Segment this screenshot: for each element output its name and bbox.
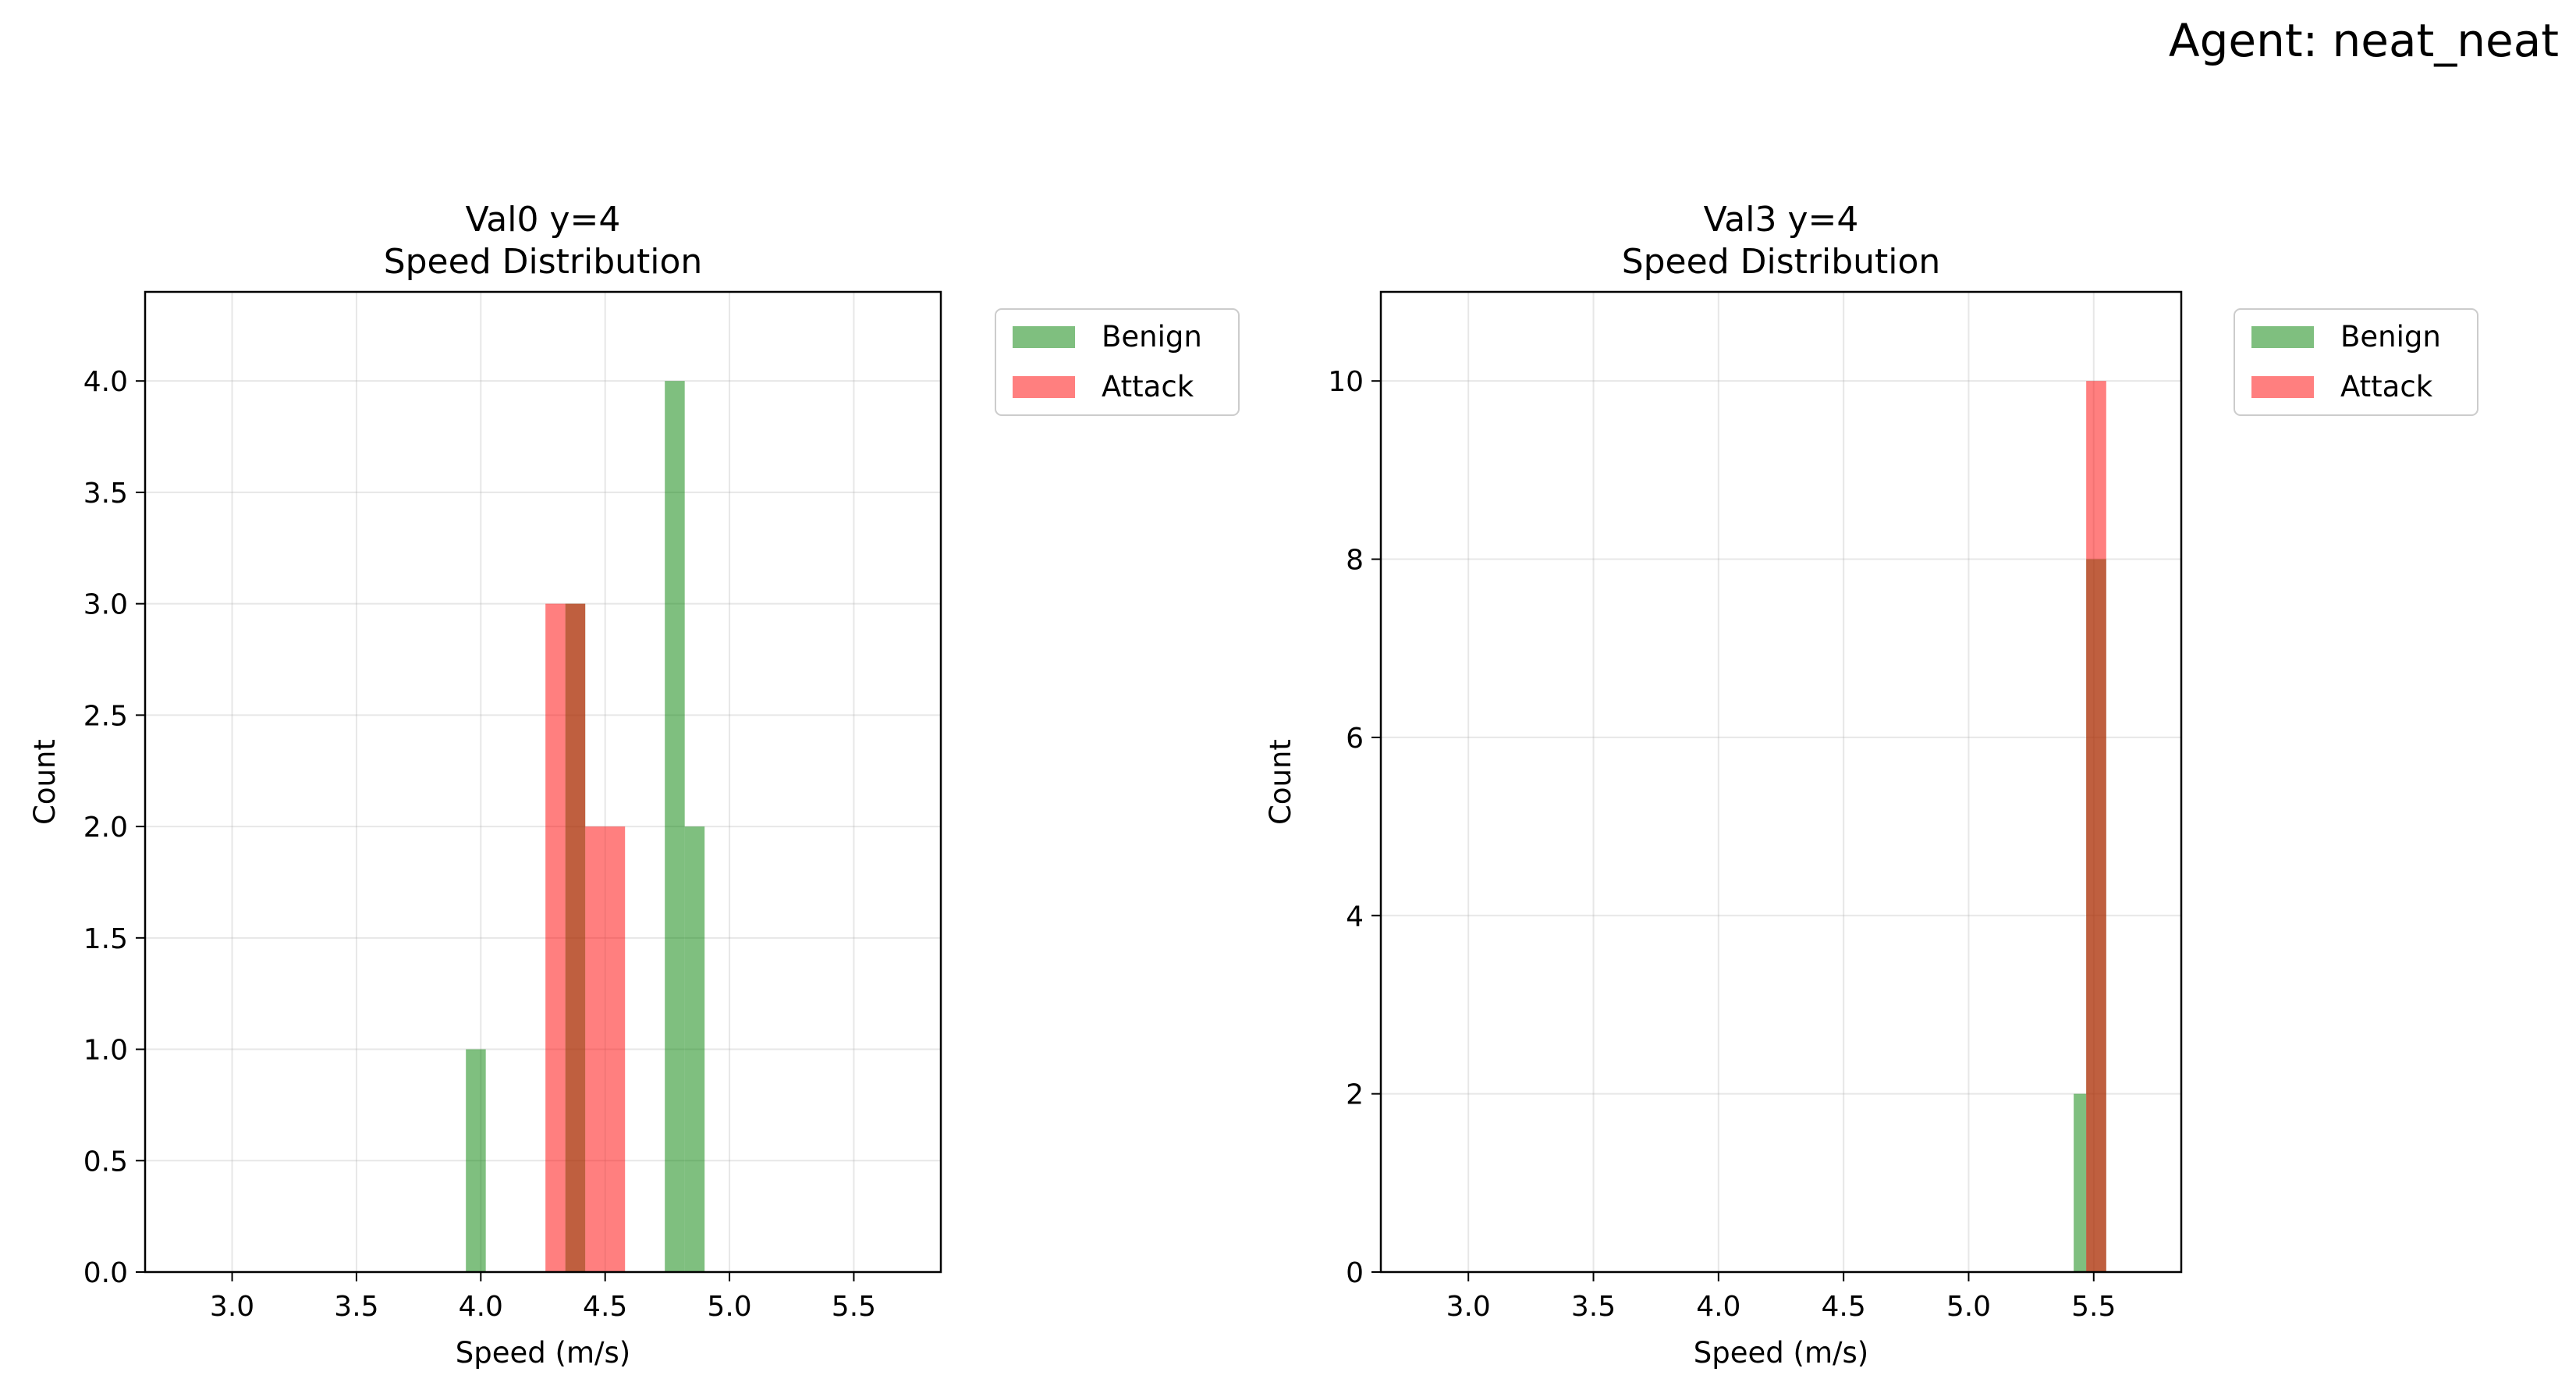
y-tick-label: 4 <box>1346 901 1364 933</box>
x-tick-label: 3.5 <box>334 1291 378 1323</box>
histogram-bar-benign <box>684 826 705 1272</box>
x-tick-label: 3.0 <box>1446 1291 1491 1323</box>
histogram-bar-attack <box>565 603 586 1272</box>
legend-swatch-benign <box>2251 326 2314 348</box>
legend-swatch-attack <box>2251 376 2314 398</box>
histogram-bar-benign <box>665 381 685 1272</box>
histogram-bar-benign <box>466 1049 486 1272</box>
axes-frame <box>144 290 942 1274</box>
x-tick-label: 4.5 <box>583 1291 627 1323</box>
y-axis-label: Count <box>28 739 62 825</box>
x-tick-label: 5.5 <box>832 1291 876 1323</box>
y-tick-label: 10 <box>1328 366 1364 398</box>
x-tick-label: 4.0 <box>459 1291 503 1323</box>
y-tick-label: 1.0 <box>83 1035 128 1067</box>
y-tick-label: 0.5 <box>83 1146 128 1178</box>
chart-panel-0: 3.0 3.5 4.0 4.5 5.0 5.5 0.0 0.5 1.0 1.5 2.0 2.5 3.0 3… <box>28 200 1240 1370</box>
x-tick-label: 4.5 <box>1822 1291 1866 1323</box>
axes-frame <box>1379 290 2183 1274</box>
y-tick-label: 3.0 <box>83 589 128 621</box>
legend-label-benign: Benign <box>1102 320 1202 354</box>
legend-label-benign: Benign <box>2340 320 2441 354</box>
y-tick-label: 6 <box>1346 723 1364 755</box>
y-axis-label: Count <box>1264 739 1297 825</box>
legend-swatch-benign <box>1013 326 1075 348</box>
chart-title-line1: Val0 y=4 <box>466 200 621 240</box>
histogram-bar-benign <box>2074 1093 2087 1272</box>
y-tick-label: 8 <box>1346 545 1364 577</box>
legend-label-attack: Attack <box>1102 370 1194 403</box>
x-axis-label: Speed (m/s) <box>456 1336 630 1370</box>
legend-swatch-attack <box>1013 376 1075 398</box>
y-tick-label: 3.5 <box>83 478 128 510</box>
y-tick-label: 2.0 <box>83 812 128 844</box>
x-tick-label: 3.5 <box>1571 1291 1616 1323</box>
legend: Benign Attack <box>2234 308 2478 416</box>
y-tick-label: 1.5 <box>83 923 128 955</box>
x-tick-label: 5.0 <box>1946 1291 1991 1323</box>
figure-suptitle: Agent: neat_neat <box>2168 14 2559 67</box>
x-tick-label: 5.0 <box>707 1291 751 1323</box>
x-tick-label: 5.5 <box>2071 1291 2116 1323</box>
histogram-bar-attack <box>605 826 626 1272</box>
chart-title-line2: Speed Distribution <box>384 242 703 282</box>
histogram-bar-attack <box>585 826 605 1272</box>
y-tick-label: 4.0 <box>83 366 128 398</box>
chart-title-line2: Speed Distribution <box>1622 242 1941 282</box>
chart-title-line1: Val3 y=4 <box>1704 200 1859 240</box>
y-tick-label: 2.5 <box>83 700 128 732</box>
legend: Benign Attack <box>995 308 1240 416</box>
x-tick-label: 4.0 <box>1696 1291 1740 1323</box>
x-tick-label: 3.0 <box>210 1291 254 1323</box>
y-tick-label: 0.0 <box>83 1257 128 1289</box>
histogram-bar-attack <box>2086 381 2106 1272</box>
histogram-bar-attack <box>545 603 566 1272</box>
chart-panel-1: 3.0 3.5 4.0 4.5 5.0 5.5 0 2 4 6 8 10 Speed (m/s) Coun… <box>1264 200 2478 1370</box>
legend-label-attack: Attack <box>2340 370 2433 403</box>
y-tick-label: 0 <box>1346 1257 1364 1289</box>
x-axis-label: Speed (m/s) <box>1694 1336 1868 1370</box>
y-tick-label: 2 <box>1346 1079 1364 1111</box>
